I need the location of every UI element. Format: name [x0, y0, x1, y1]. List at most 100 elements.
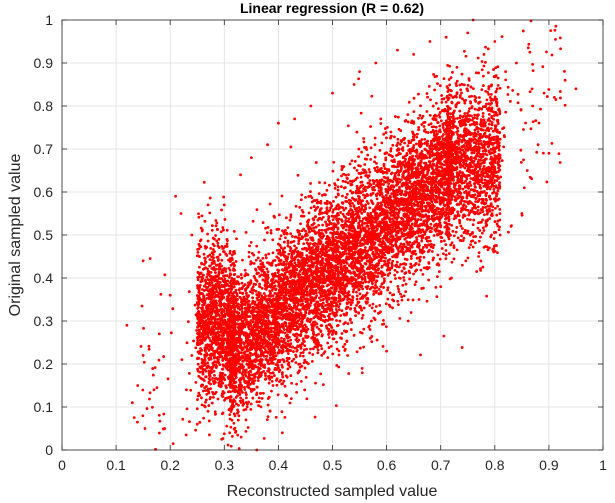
scatter-point [388, 291, 392, 295]
scatter-point [382, 259, 386, 263]
scatter-point [290, 381, 294, 385]
scatter-point [346, 322, 350, 326]
scatter-point [256, 379, 260, 383]
scatter-point [327, 253, 331, 257]
scatter-point [364, 203, 368, 207]
scatter-point [377, 267, 380, 271]
scatter-point [333, 215, 337, 219]
scatter-point [289, 374, 293, 377]
scatter-point [412, 120, 416, 124]
scatter-point [346, 354, 350, 357]
scatter-point [423, 232, 427, 236]
scatter-point [298, 232, 302, 236]
scatter-point [238, 291, 242, 295]
scatter-point [336, 192, 340, 196]
scatter-point [395, 252, 398, 256]
scatter-point [323, 181, 327, 185]
scatter-point [422, 173, 426, 177]
scatter-point [420, 239, 424, 243]
scatter-point [309, 206, 313, 210]
scatter-point [286, 342, 289, 346]
scatter-point [283, 321, 287, 325]
scatter-point [277, 213, 281, 217]
scatter-point [322, 314, 326, 318]
scatter-point [388, 232, 392, 236]
scatter-point [312, 248, 315, 252]
scatter-point [313, 320, 317, 324]
scatter-point [413, 283, 417, 286]
scatter-point [387, 303, 391, 307]
scatter-point [236, 410, 240, 414]
scatter-point [349, 271, 353, 275]
scatter-point [342, 235, 346, 238]
scatter-point [385, 151, 389, 155]
scatter-point [406, 298, 410, 302]
scatter-point [262, 369, 266, 373]
scatter-point [429, 222, 433, 226]
scatter-point [334, 330, 338, 334]
scatter-point [307, 282, 311, 286]
scatter-point [270, 379, 274, 383]
scatter-point [397, 287, 400, 291]
scatter-point [284, 324, 288, 327]
scatter-point [353, 159, 357, 163]
scatter-point [397, 290, 401, 293]
scatter-point [308, 309, 312, 313]
scatter-point [417, 125, 421, 129]
scatter-point [281, 375, 285, 379]
scatter-point [264, 374, 267, 378]
scatter-point [400, 269, 404, 273]
scatter-point [284, 393, 288, 397]
scatter-point [348, 162, 352, 166]
scatter-point [245, 337, 249, 341]
scatter-point [287, 335, 291, 339]
scatter-point [366, 224, 370, 228]
scatter-point [258, 336, 262, 340]
scatter-point [286, 352, 290, 355]
scatter-point [357, 191, 361, 195]
scatter-point [402, 267, 406, 271]
scatter-point [288, 218, 292, 222]
scatter-point [370, 319, 373, 323]
scatter-point [360, 223, 364, 227]
scatter-point [289, 247, 293, 251]
scatter-point [341, 179, 345, 183]
scatter-point [229, 410, 233, 413]
scatter-point [400, 178, 403, 182]
scatter-point [357, 261, 361, 265]
scatter-point [350, 321, 354, 325]
scatter-point [286, 277, 289, 281]
scatter-point [302, 242, 306, 246]
scatter-point [414, 280, 418, 284]
scatter-point [245, 359, 249, 363]
scatter-point [347, 198, 351, 202]
scatter-point [289, 232, 293, 236]
scatter-point [426, 243, 430, 247]
scatter-point [363, 246, 367, 249]
scatter-point [258, 298, 262, 302]
scatter-point [236, 418, 240, 422]
scatter-point [347, 211, 351, 215]
scatter-point [437, 129, 441, 133]
scatter-point [325, 199, 329, 203]
scatter-point [246, 426, 250, 429]
scatter-point [297, 239, 301, 243]
scatter-point [369, 192, 373, 196]
scatter-point [313, 285, 317, 288]
scatter-point [428, 149, 431, 153]
scatter-point [347, 173, 350, 177]
scatter-point [268, 375, 271, 379]
scatter-point [359, 111, 363, 115]
scatter-point [290, 254, 294, 258]
scatter-point [338, 294, 341, 298]
scatter-point [371, 263, 374, 267]
scatter-point [260, 269, 264, 273]
scatter-point [342, 278, 346, 282]
scatter-point [278, 302, 282, 305]
scatter-point [371, 302, 375, 306]
scatter-point [263, 334, 266, 338]
scatter-point [247, 400, 251, 404]
scatter-point [415, 135, 419, 139]
scatter-point [389, 235, 392, 239]
